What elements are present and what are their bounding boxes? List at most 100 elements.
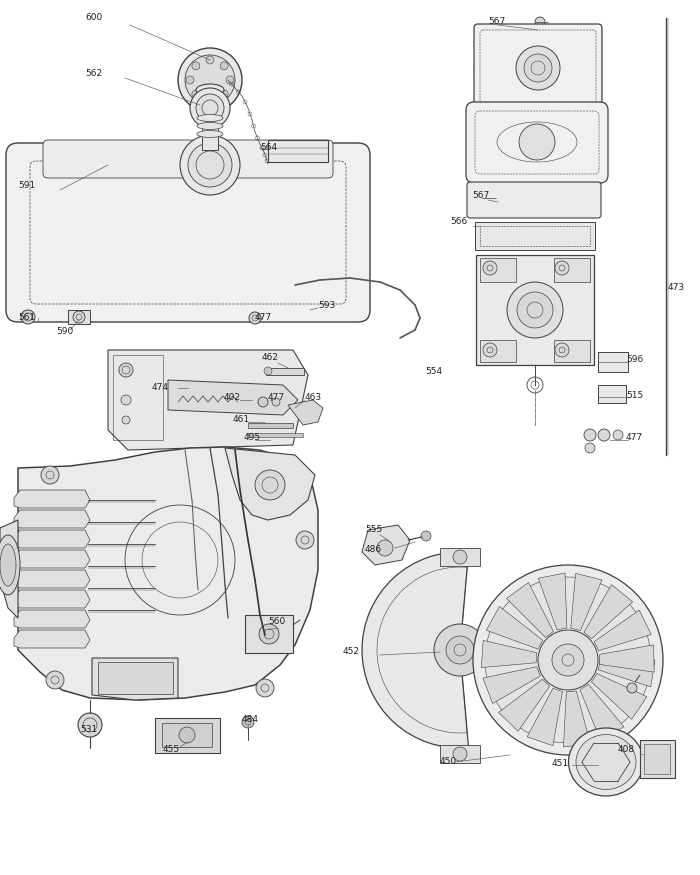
Polygon shape — [564, 691, 591, 747]
Circle shape — [206, 96, 214, 104]
Bar — [480, 226, 590, 246]
Circle shape — [483, 261, 497, 275]
Circle shape — [446, 636, 474, 664]
Circle shape — [119, 363, 133, 377]
Polygon shape — [527, 689, 562, 746]
Polygon shape — [482, 640, 537, 668]
Polygon shape — [599, 645, 654, 672]
Ellipse shape — [196, 84, 224, 96]
Bar — [68, 310, 90, 324]
Circle shape — [434, 624, 486, 676]
Text: 562: 562 — [85, 68, 102, 78]
Text: 461: 461 — [233, 416, 250, 424]
Circle shape — [46, 671, 64, 689]
Bar — [98, 662, 173, 694]
Circle shape — [255, 470, 285, 500]
Text: 596: 596 — [626, 355, 643, 365]
Bar — [440, 548, 480, 566]
Text: 555: 555 — [365, 526, 382, 535]
Circle shape — [200, 85, 220, 105]
Text: 451: 451 — [552, 760, 569, 768]
Bar — [598, 352, 628, 372]
Bar — [113, 355, 163, 440]
Ellipse shape — [197, 123, 223, 130]
Polygon shape — [584, 584, 633, 639]
Circle shape — [180, 135, 240, 195]
Circle shape — [73, 311, 85, 323]
Text: 463: 463 — [305, 394, 322, 402]
Bar — [554, 340, 590, 362]
Text: 561: 561 — [18, 313, 35, 323]
FancyBboxPatch shape — [43, 140, 333, 178]
Circle shape — [627, 683, 637, 693]
Circle shape — [258, 397, 268, 407]
Circle shape — [483, 343, 497, 357]
Bar — [248, 423, 293, 428]
Circle shape — [517, 292, 553, 328]
Circle shape — [192, 62, 200, 70]
Text: 560: 560 — [268, 618, 286, 626]
Circle shape — [507, 282, 563, 338]
Polygon shape — [362, 525, 410, 565]
Text: 600: 600 — [85, 13, 102, 23]
Circle shape — [272, 398, 280, 406]
Polygon shape — [14, 530, 90, 548]
Circle shape — [473, 565, 663, 755]
Circle shape — [226, 76, 234, 84]
Polygon shape — [594, 610, 651, 651]
Polygon shape — [0, 520, 18, 618]
Circle shape — [584, 429, 596, 441]
Circle shape — [613, 430, 623, 440]
Text: 593: 593 — [318, 300, 335, 310]
Circle shape — [519, 124, 555, 160]
Polygon shape — [507, 583, 554, 637]
Polygon shape — [498, 679, 550, 732]
Circle shape — [538, 630, 598, 690]
Bar — [248, 433, 303, 437]
Bar — [162, 723, 212, 747]
Polygon shape — [288, 400, 323, 425]
Circle shape — [482, 193, 492, 203]
Circle shape — [585, 443, 595, 453]
Circle shape — [377, 540, 393, 556]
Circle shape — [453, 550, 467, 564]
Circle shape — [264, 367, 272, 375]
Bar — [440, 745, 480, 763]
Text: 590: 590 — [56, 327, 74, 337]
Polygon shape — [108, 350, 308, 450]
Circle shape — [178, 48, 242, 112]
Text: 477: 477 — [268, 394, 285, 402]
Text: 402: 402 — [224, 394, 241, 402]
Ellipse shape — [0, 544, 16, 586]
Bar — [644, 744, 670, 774]
Bar — [268, 140, 328, 162]
FancyBboxPatch shape — [474, 24, 602, 112]
Text: 462: 462 — [262, 354, 279, 362]
Polygon shape — [14, 570, 90, 588]
Text: 473: 473 — [668, 284, 685, 292]
Polygon shape — [483, 667, 540, 704]
Circle shape — [421, 531, 431, 541]
FancyBboxPatch shape — [466, 102, 608, 183]
Circle shape — [485, 577, 651, 743]
Circle shape — [242, 716, 254, 728]
Circle shape — [555, 343, 569, 357]
Text: 486: 486 — [365, 545, 382, 555]
Circle shape — [179, 727, 195, 743]
Bar — [245, 615, 293, 653]
Circle shape — [552, 644, 584, 676]
Polygon shape — [14, 630, 90, 648]
Text: 554: 554 — [425, 368, 442, 376]
Circle shape — [122, 416, 130, 424]
Text: 564: 564 — [260, 144, 277, 152]
Ellipse shape — [576, 734, 636, 789]
Wedge shape — [362, 552, 468, 748]
Circle shape — [186, 76, 194, 84]
Text: 477: 477 — [255, 313, 272, 323]
Text: 495: 495 — [244, 433, 261, 443]
Circle shape — [524, 54, 552, 82]
Bar — [554, 258, 590, 282]
Ellipse shape — [197, 130, 223, 137]
Text: 455: 455 — [163, 746, 180, 754]
Circle shape — [598, 429, 610, 441]
